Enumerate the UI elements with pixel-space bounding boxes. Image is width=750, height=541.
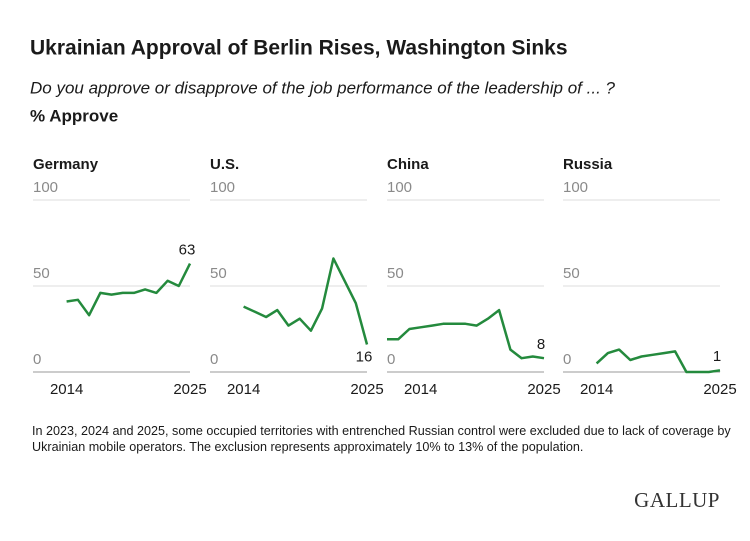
x-tick-label: 2025 bbox=[350, 381, 383, 398]
y-tick-label: 50 bbox=[563, 265, 580, 282]
y-tick-label: 50 bbox=[210, 265, 227, 282]
x-tick-label: 2014 bbox=[580, 381, 613, 398]
data-line bbox=[595, 348, 721, 374]
x-tick-label: 2025 bbox=[173, 381, 206, 398]
data-line bbox=[243, 257, 369, 345]
data-line bbox=[387, 308, 545, 360]
panel-title: China bbox=[387, 156, 429, 173]
y-tick-label: 100 bbox=[33, 179, 58, 196]
brand-logo: GALLUP bbox=[634, 488, 720, 512]
chart-title: Ukrainian Approval of Berlin Rises, Wash… bbox=[30, 37, 568, 60]
x-tick-label: 2025 bbox=[703, 381, 736, 398]
data-line bbox=[66, 263, 192, 317]
x-tick-label: 2014 bbox=[50, 381, 83, 398]
chart-subtitle: Do you approve or disapprove of the job … bbox=[30, 78, 616, 97]
y-tick-label: 100 bbox=[210, 179, 235, 196]
y-tick-label: 0 bbox=[210, 351, 218, 368]
panel-title: U.S. bbox=[210, 156, 239, 173]
x-tick-label: 2014 bbox=[404, 381, 437, 398]
panel-title: Russia bbox=[563, 156, 613, 173]
panel-title: Germany bbox=[33, 156, 99, 173]
y-tick-label: 0 bbox=[563, 351, 571, 368]
y-tick-label: 50 bbox=[387, 265, 404, 282]
value-label: 1 bbox=[713, 348, 721, 365]
footnote: In 2023, 2024 and 2025, some occupied te… bbox=[32, 424, 731, 454]
y-tick-label: 50 bbox=[33, 265, 50, 282]
unit-label: % Approve bbox=[30, 106, 118, 125]
x-tick-label: 2014 bbox=[227, 381, 260, 398]
y-tick-label: 100 bbox=[387, 179, 412, 196]
y-tick-label: 0 bbox=[387, 351, 395, 368]
value-label: 16 bbox=[356, 348, 373, 365]
x-tick-label: 2025 bbox=[527, 381, 560, 398]
value-label: 63 bbox=[179, 242, 196, 259]
value-label: 8 bbox=[537, 336, 545, 353]
y-tick-label: 0 bbox=[33, 351, 41, 368]
y-tick-label: 100 bbox=[563, 179, 588, 196]
